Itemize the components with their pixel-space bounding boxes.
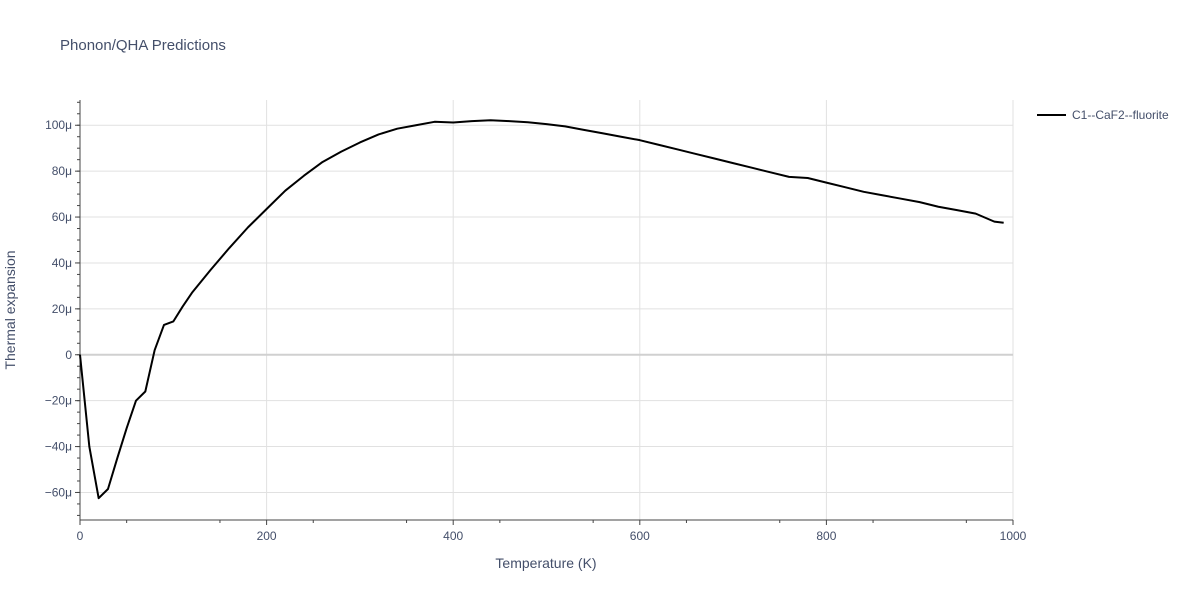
x-axis-title: Temperature (K)	[495, 555, 596, 571]
y-axis-title: Thermal expansion	[2, 250, 18, 369]
y-tick-label: 80μ	[52, 164, 72, 178]
axes: 0 200 400 600 800 1000 −60μ −40μ −20μ 0 20μ 40μ 60μ 8…	[45, 100, 1027, 543]
chart-title: Phonon/QHA Predictions	[60, 37, 226, 54]
y-tick-label: 40μ	[52, 256, 72, 270]
x-tick-label: 600	[630, 529, 650, 543]
x-tick-label: 200	[257, 529, 277, 543]
y-tick-label: −20μ	[45, 394, 72, 408]
x-tick-label: 1000	[1000, 529, 1027, 543]
series-line-0[interactable]	[79, 119, 1004, 500]
x-tick-label: 400	[443, 529, 463, 543]
y-tick-label: 60μ	[52, 210, 72, 224]
series-layer	[79, 119, 1004, 500]
y-tick-label: 0	[65, 348, 72, 362]
legend-label: C1--CaF2--fluorite	[1072, 108, 1169, 122]
y-tick-label: 20μ	[52, 302, 72, 316]
grid-lines	[80, 100, 1014, 520]
legend[interactable]: C1--CaF2--fluorite	[1037, 108, 1169, 122]
x-tick-label: 0	[77, 529, 84, 543]
y-tick-label: 100μ	[45, 118, 72, 132]
y-tick-label: −60μ	[45, 485, 72, 499]
x-tick-label: 800	[816, 529, 836, 543]
y-tick-label: −40μ	[45, 440, 72, 454]
